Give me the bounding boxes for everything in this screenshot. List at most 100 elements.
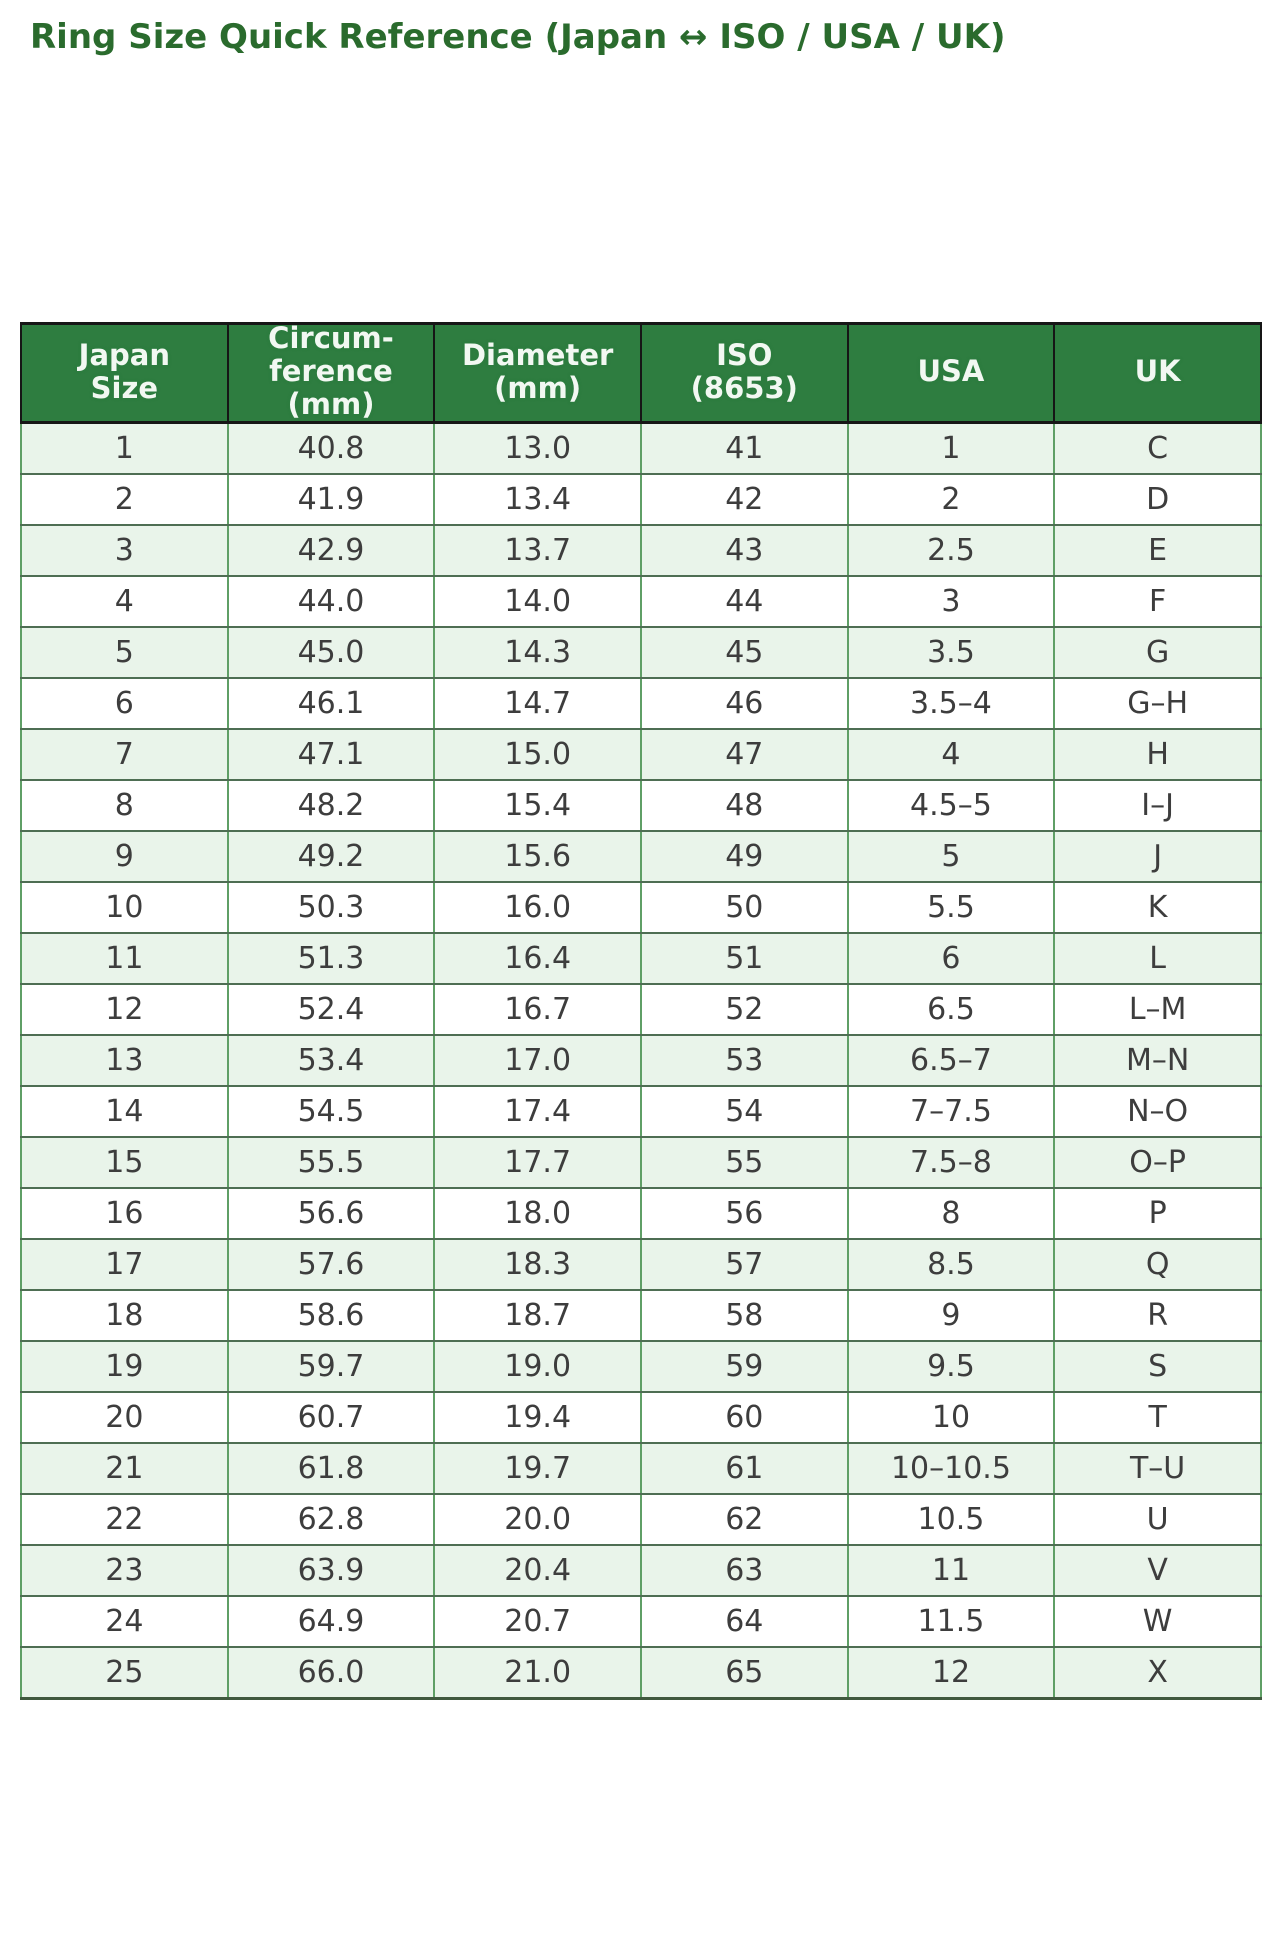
- table-cell-uk: V: [1053, 1544, 1262, 1597]
- table-cell-circumference-mm: 59.7: [226, 1340, 436, 1393]
- table-row: 1 40.8 13.0 41 1 C: [20, 422, 1262, 475]
- table-cell-usa: 3: [846, 575, 1056, 628]
- table-cell-circumference-mm: 42.9: [226, 524, 436, 577]
- header-label-iso-8653: ISO (8653): [690, 337, 798, 405]
- table-cell-circumference-mm: 45.0: [226, 626, 436, 679]
- table-cell-iso-8653: 49: [639, 830, 849, 883]
- table-cell-diameter-mm: 18.0: [433, 1187, 642, 1240]
- table-cell-iso-8653: 59: [639, 1340, 849, 1393]
- table-cell-usa: 8.5: [846, 1238, 1056, 1291]
- table-cell-diameter-mm: 14.0: [433, 575, 642, 628]
- table-cell-uk: C: [1053, 422, 1262, 475]
- table-cell-usa: 6.5: [846, 983, 1056, 1036]
- table-cell-japan-size: 25: [20, 1646, 229, 1700]
- table-row: 9 49.2 15.6 49 5 J: [20, 830, 1262, 883]
- table-row: 17 57.6 18.3 57 8.5 Q: [20, 1238, 1262, 1291]
- page-title: Ring Size Quick Reference (Japan ↔ ISO /…: [30, 17, 1006, 57]
- table-cell-circumference-mm: 61.8: [226, 1442, 436, 1495]
- table-cell-diameter-mm: 19.7: [433, 1442, 642, 1495]
- table-cell-circumference-mm: 55.5: [226, 1136, 436, 1189]
- table-row: 3 42.9 13.7 43 2.5 E: [20, 524, 1262, 577]
- header-cell-usa: USA: [846, 322, 1056, 424]
- table-cell-diameter-mm: 18.7: [433, 1289, 642, 1342]
- table-cell-usa: 10.5: [846, 1493, 1056, 1546]
- table-body: 1 40.8 13.0 41 1 C 2 41.9 13.4 42 2 D 3 42.9 13.7 43 2.5…: [20, 422, 1262, 1700]
- table-cell-usa: 7–7.5: [846, 1085, 1056, 1138]
- table-cell-uk: K: [1053, 881, 1262, 934]
- table-cell-diameter-mm: 13.0: [433, 422, 642, 475]
- header-label-diameter-mm: Diameter (mm): [461, 337, 614, 405]
- table-cell-iso-8653: 48: [639, 779, 849, 832]
- header-cell-uk: UK: [1053, 322, 1262, 424]
- header-cell-diameter-mm: Diameter (mm): [433, 322, 642, 424]
- table-cell-diameter-mm: 15.0: [433, 728, 642, 781]
- table-cell-usa: 7.5–8: [846, 1136, 1056, 1189]
- table-cell-uk: G–H: [1053, 677, 1262, 730]
- table-cell-japan-size: 18: [20, 1289, 229, 1342]
- table-cell-uk: W: [1053, 1595, 1262, 1648]
- table-cell-iso-8653: 61: [639, 1442, 849, 1495]
- table-cell-uk: T: [1053, 1391, 1262, 1444]
- table-cell-japan-size: 9: [20, 830, 229, 883]
- table-cell-diameter-mm: 17.4: [433, 1085, 642, 1138]
- table-row: 22 62.8 20.0 62 10.5 U: [20, 1493, 1262, 1546]
- table-row: 21 61.8 19.7 61 10–10.5 T–U: [20, 1442, 1262, 1495]
- table-cell-iso-8653: 42: [639, 473, 849, 526]
- table-cell-circumference-mm: 47.1: [226, 728, 436, 781]
- table-cell-circumference-mm: 48.2: [226, 779, 436, 832]
- table-cell-japan-size: 7: [20, 728, 229, 781]
- table-cell-uk: L–M: [1053, 983, 1262, 1036]
- table-cell-diameter-mm: 16.7: [433, 983, 642, 1036]
- table-cell-usa: 2: [846, 473, 1056, 526]
- table-header: Japan Size Circum- ference (mm) Diameter (…: [20, 322, 1262, 424]
- table-cell-uk: L: [1053, 932, 1262, 985]
- table-row: 25 66.0 21.0 65 12 X: [20, 1646, 1262, 1700]
- table-cell-iso-8653: 63: [639, 1544, 849, 1597]
- table-row: 13 53.4 17.0 53 6.5–7 M–N: [20, 1034, 1262, 1087]
- table-cell-iso-8653: 55: [639, 1136, 849, 1189]
- table-cell-usa: 12: [846, 1646, 1056, 1700]
- table-row: 2 41.9 13.4 42 2 D: [20, 473, 1262, 526]
- table-header-row: Japan Size Circum- ference (mm) Diameter (…: [20, 322, 1262, 424]
- ring-size-table: Japan Size Circum- ference (mm) Diameter (…: [20, 322, 1262, 1700]
- table-cell-usa: 1: [846, 422, 1056, 475]
- table-cell-diameter-mm: 13.4: [433, 473, 642, 526]
- table-cell-iso-8653: 62: [639, 1493, 849, 1546]
- table-cell-circumference-mm: 44.0: [226, 575, 436, 628]
- table-cell-iso-8653: 41: [639, 422, 849, 475]
- table-cell-circumference-mm: 56.6: [226, 1187, 436, 1240]
- table-cell-uk: P: [1053, 1187, 1262, 1240]
- table-cell-iso-8653: 64: [639, 1595, 849, 1648]
- table-cell-iso-8653: 43: [639, 524, 849, 577]
- table-cell-usa: 4.5–5: [846, 779, 1056, 832]
- table-cell-circumference-mm: 60.7: [226, 1391, 436, 1444]
- table-cell-usa: 11: [846, 1544, 1056, 1597]
- table-row: 11 51.3 16.4 51 6 L: [20, 932, 1262, 985]
- table-cell-usa: 11.5: [846, 1595, 1056, 1648]
- table-cell-japan-size: 14: [20, 1085, 229, 1138]
- table-cell-japan-size: 11: [20, 932, 229, 985]
- table-cell-diameter-mm: 15.4: [433, 779, 642, 832]
- table-cell-iso-8653: 65: [639, 1646, 849, 1700]
- table-cell-japan-size: 17: [20, 1238, 229, 1291]
- table-row: 15 55.5 17.7 55 7.5–8 O–P: [20, 1136, 1262, 1189]
- table-cell-usa: 6: [846, 932, 1056, 985]
- table-cell-diameter-mm: 15.6: [433, 830, 642, 883]
- table-cell-usa: 4: [846, 728, 1056, 781]
- table-cell-japan-size: 12: [20, 983, 229, 1036]
- table-cell-japan-size: 10: [20, 881, 229, 934]
- header-label-usa: USA: [917, 354, 985, 388]
- table-cell-diameter-mm: 17.7: [433, 1136, 642, 1189]
- table-row: 8 48.2 15.4 48 4.5–5 I–J: [20, 779, 1262, 832]
- table-cell-usa: 3.5: [846, 626, 1056, 679]
- table-cell-iso-8653: 58: [639, 1289, 849, 1342]
- table-cell-japan-size: 1: [20, 422, 229, 475]
- table-cell-japan-size: 5: [20, 626, 229, 679]
- table-cell-uk: N–O: [1053, 1085, 1262, 1138]
- header-label-uk: UK: [1134, 354, 1181, 388]
- table-cell-usa: 5.5: [846, 881, 1056, 934]
- table-cell-circumference-mm: 52.4: [226, 983, 436, 1036]
- table-cell-diameter-mm: 16.0: [433, 881, 642, 934]
- header-cell-japan-size: Japan Size: [20, 322, 229, 424]
- table-cell-uk: G: [1053, 626, 1262, 679]
